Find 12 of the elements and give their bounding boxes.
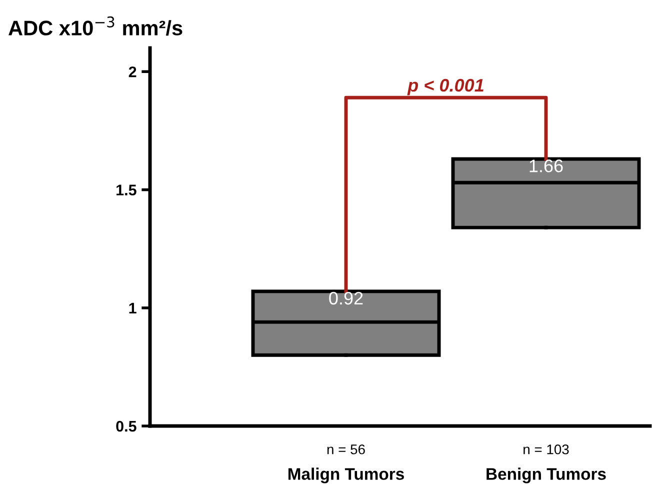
y-tick-label: 1.5 — [116, 184, 136, 196]
y-tick-label: 0.5 — [116, 420, 136, 432]
annotation: 0.92 — [329, 292, 363, 305]
y-axis-title: ADC x10$^{−3}$ mm²/s — [8, 16, 182, 36]
text: n = 103 — [524, 444, 569, 454]
text: n = 56 — [327, 444, 365, 454]
y-tick-label: 1 — [129, 302, 136, 314]
x-tick-label: Malign Tumors — [288, 468, 404, 484]
annotation: p < 0.001 — [407, 78, 484, 96]
y-tick-label: 2 — [128, 66, 136, 78]
x-tick-label: Benign Tumors — [486, 468, 606, 484]
annotation: 1.66 — [530, 160, 563, 172]
